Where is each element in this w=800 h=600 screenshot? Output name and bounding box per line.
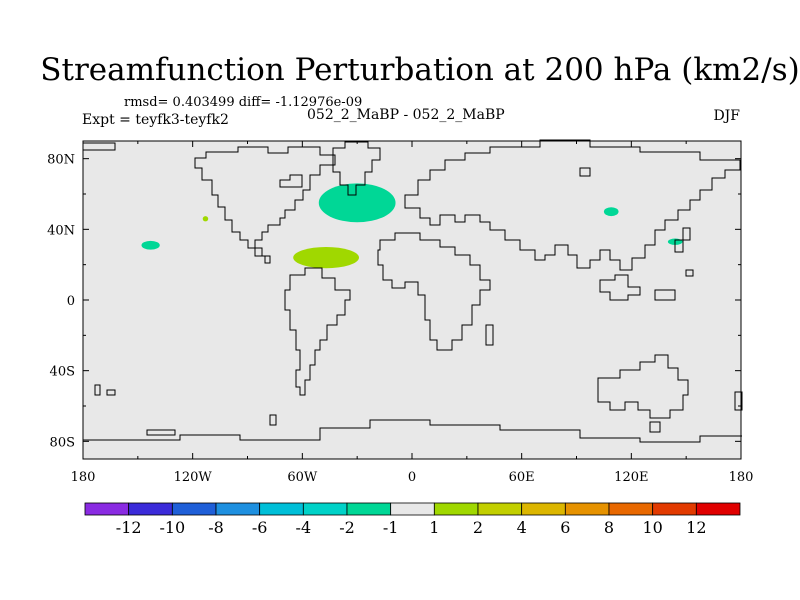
- colorbar-swatch-12: [608, 502, 654, 516]
- colorbar-label-7: 1: [429, 518, 439, 537]
- coastline-south-america: [284, 267, 351, 396]
- colorbar-swatch-10: [521, 502, 566, 516]
- colorbar-swatch-9: [477, 502, 523, 516]
- colorbar-label-3: -6: [252, 518, 268, 537]
- stats-line: rmsd= 0.403499 diff= -1.12976e-09: [124, 95, 363, 110]
- map-background: [83, 141, 741, 459]
- coastline-greenland: [332, 141, 381, 196]
- contour-fills: [141, 183, 683, 269]
- coastline-madagascar: [485, 324, 494, 346]
- colorbar-label-0: -12: [116, 518, 142, 537]
- x-tick-label-5: 120E: [614, 470, 648, 485]
- colorbar-swatch-14: [695, 502, 741, 516]
- coastline-antarctica: [83, 419, 742, 443]
- coastline-new-guinea: [654, 289, 676, 301]
- coastline-africa: [377, 232, 491, 351]
- coastline-indonesia: [599, 274, 641, 301]
- coastlines: [83, 139, 743, 443]
- colorbar-label-1: -10: [159, 518, 185, 537]
- colorbar-swatch-1: [128, 502, 173, 516]
- colorbar-label-4: -4: [296, 518, 312, 537]
- x-tick-label-6: 180: [729, 470, 754, 485]
- colorbar-swatch-5: [302, 502, 348, 516]
- colorbar-swatch-2: [171, 502, 217, 516]
- y-tick-label-0: 80N: [47, 153, 75, 168]
- case-label: 052_2_MaBP - 052_2_MaBP: [307, 107, 505, 123]
- colorbar-swatch-3: [215, 502, 261, 516]
- colorbar-swatch-11: [564, 502, 610, 516]
- colorbar-swatch-8: [433, 502, 479, 516]
- contour-fill-1: [293, 247, 359, 269]
- colorbar-label-10: 6: [560, 518, 570, 537]
- x-axis-ticks: 180 120W 60W 0 60E 120E 180: [71, 141, 754, 485]
- colorbar-swatch-13: [652, 502, 697, 516]
- contour-fill-0: [318, 183, 396, 223]
- colorbar-label-9: 4: [517, 518, 527, 537]
- x-tick-label-4: 60E: [509, 470, 535, 485]
- y-tick-label-3: 40S: [50, 365, 75, 380]
- colorbar-swatch-7: [390, 502, 435, 516]
- experiment-label: Expt = teyfk3-teyfk2: [82, 112, 229, 128]
- coastline-small-islands: [94, 167, 694, 426]
- y-tick-label-4: 80S: [50, 435, 75, 450]
- coastline-baffin: [279, 174, 303, 188]
- coastline-antarctic-island: [146, 429, 176, 436]
- season-label: DJF: [713, 108, 740, 124]
- contour-fill-4: [603, 207, 619, 217]
- coastline-japan: [674, 227, 691, 253]
- coastline-eurasia: [404, 139, 741, 271]
- colorbar-swatch-6: [346, 502, 392, 516]
- colorbar-swatch-4: [259, 502, 304, 516]
- x-tick-label-1: 120W: [174, 470, 213, 485]
- contour-fill-2: [141, 240, 160, 250]
- colorbar: -12 -10 -8 -6 -4 -2 -1 1 2 4 6 8 10 12: [84, 502, 741, 537]
- contour-fill-3: [202, 216, 209, 222]
- x-tick-label-3: 0: [408, 470, 416, 485]
- chart-title: Streamfunction Perturbation at 200 hPa (…: [40, 52, 800, 88]
- coastline-alaska: [83, 142, 116, 151]
- coastline-tasmania: [649, 421, 661, 433]
- colorbar-label-5: -2: [339, 518, 355, 537]
- coastline-new-zealand: [734, 391, 743, 411]
- coastline-north-america: [194, 146, 336, 264]
- y-tick-label-2: 0: [67, 294, 75, 309]
- x-tick-label-0: 180: [71, 470, 96, 485]
- colorbar-label-8: 2: [473, 518, 483, 537]
- colorbar-label-11: 8: [604, 518, 614, 537]
- colorbar-label-13: 12: [686, 518, 706, 537]
- coastline-australia: [597, 354, 689, 419]
- x-tick-label-2: 60W: [287, 470, 318, 485]
- colorbar-swatch-0: [84, 502, 130, 516]
- colorbar-label-6: -1: [383, 518, 399, 537]
- y-axis-ticks: 80N 40N 0 40S 80S: [47, 153, 741, 450]
- y-tick-label-1: 40N: [47, 223, 75, 238]
- colorbar-label-12: 10: [642, 518, 662, 537]
- colorbar-label-2: -8: [208, 518, 224, 537]
